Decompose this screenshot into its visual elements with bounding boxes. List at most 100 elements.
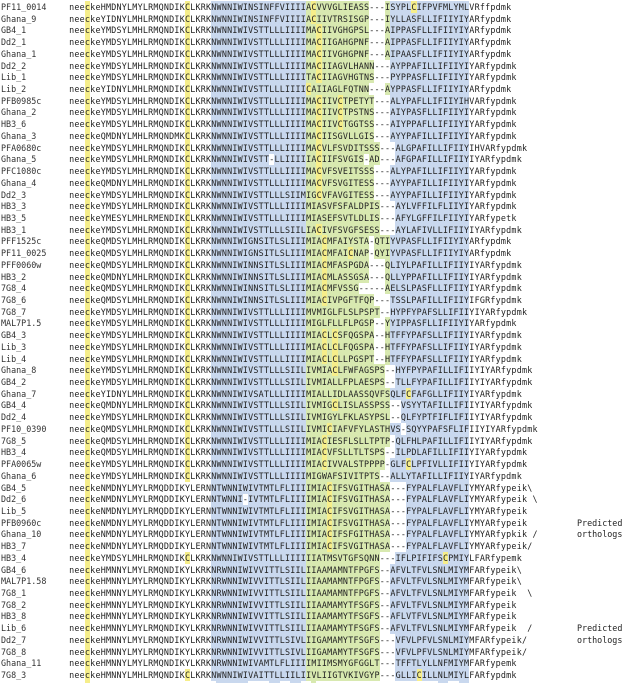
sequence-residues: neeckeYMDSYLMHLRMQNDIKCLKRKNWNNIWIVSTTLL… [69, 305, 527, 318]
sequence-name: 7G8_8 [1, 646, 27, 657]
sequence-name: HB3_4 [1, 447, 27, 458]
sequence-residues: neeckeYMDSYLMHLRMQNDIKCLKRKNWNNIWIVSTTLL… [69, 59, 517, 72]
sequence-residues: neeckeQMDSYLMHLRMQNDIKCLKRKNWNNIWIVSTTLL… [69, 434, 533, 447]
sequence-name: PFA0065w [1, 459, 42, 470]
sequence-name: Ghana_1 [1, 48, 37, 59]
sequence-residues: neeckeYMDSYLMHLRMQNDIKCLKRKNWNNIWIVSTTLL… [69, 200, 517, 213]
sequence-residues: neeckeYMDSYLMHLRMQNDIKCLKRKNWNNIWIVSTTLL… [69, 223, 522, 236]
sequence-residues: neeckeYMDSYLMHLRMQNDIKCLKRKNWNNIWIVSTTLL… [69, 36, 512, 49]
sequence-residues: neeckeYMDSYLMHLRMQNDIKCLKRKNWNNIWIVSTTLL… [69, 340, 522, 353]
ortholog-annotation: orthologs [577, 634, 623, 645]
sequence-residues: neeckeNMDNYLMYLRMQDDIKYLERNNTWNNIWIVTMTL… [69, 528, 538, 541]
ortholog-annotation: Predicted [577, 517, 623, 528]
sequence-name: PFB0960c [1, 517, 42, 528]
sequence-residues: neeckeQMDSYLMHLRMQNDIKCLKRKNWNNIWINNSITL… [69, 294, 522, 306]
sequence-name: PFB0985c [1, 95, 42, 106]
sequence-name: Dd2_4 [1, 412, 27, 423]
sequence-residues: neeckeYMDSYLMHLRMQNDIKCLKRKNWNNIWIVSTT-L… [69, 153, 522, 166]
sequence-residues: neeckeHMNNYLMYLRMQNDIKYLKRKNRWNNIWIVVITT… [69, 610, 517, 623]
sequence-residues: neeckeYMDSYLMHLRMQNDIKCLKRKNWNNIWIVSTTLL… [69, 71, 517, 84]
sequence-name: MAL7P1.5 [1, 318, 42, 329]
sequence-name: HB3_1 [1, 224, 27, 235]
sequence-name: GB4_5 [1, 482, 27, 493]
sequence-residues: neeckeYMDSYLMHLRMQNDIKCLKRKNWNNIWIVSTTLL… [69, 411, 533, 424]
sequence-residues: neeckeYMDSYLMHLRMQNDIKCLKRKNWNNIWIVSTTLL… [69, 364, 533, 377]
sequence-name: Ghana_2 [1, 107, 37, 118]
sequence-name: Dd2_6 [1, 494, 27, 505]
sequence-name: HB3_2 [1, 271, 27, 282]
sequence-name: Dd2_1 [1, 37, 27, 48]
sequence-name: PF10_0390 [1, 423, 47, 434]
sequence-name: PFA0680c [1, 142, 42, 153]
sequence-name: HB3_8 [1, 611, 27, 622]
sequence-name: Ghana_7 [1, 388, 37, 399]
sequence-name: Lib_2 [1, 84, 27, 95]
sequence-residues: neeckeYMDSYLMHLRMQNDIKCLKRKNWNNIWIVSTTLL… [69, 551, 522, 564]
sequence-residues: neeckeYMDSYLMHLRMQNDIKCLKRKNWNNIWIVSTTLL… [69, 106, 517, 119]
sequence-residues: neeckeQMDSYLMHLRMQNDIKCLKRKNWNNIWIGNSITL… [69, 235, 512, 248]
sequence-residues: neeckeNMDNYLMYLRMQDDIKYLERNNTWNNIWIVTMTL… [69, 504, 527, 517]
sequence-name: PFC1080c [1, 166, 42, 177]
sequence-name: 7G8_6 [1, 295, 27, 305]
sequence-name: 7G8_2 [1, 599, 27, 610]
sequence-name: PF11_0014 [1, 2, 47, 12]
sequence-residues: neeckeYMDSYLMHLRMQNDIKCLKRKNWNNIWIVSTTLL… [69, 118, 517, 131]
sequence-name: Ghana_10 [1, 529, 42, 540]
sequence-residues: neeckeQMDNYLMHLRMQNDIKCLKRKNWNNIWINNSITL… [69, 270, 522, 283]
sequence-name: HB3_4 [1, 552, 27, 563]
sequence-name: Dd2_3 [1, 189, 27, 200]
sequence-residues: neeckeHMDNYLMYLRMQNDIKCLKRKNWNNIWINSINFF… [69, 1, 512, 13]
ortholog-annotation: Predicted [577, 623, 623, 634]
sequence-residues: neeckeYMDSYLMHLRMQNDIKCLKRKNWNNIWIVSTTLL… [69, 188, 517, 201]
ortholog-annotation: orthologs [577, 529, 623, 540]
sequence-residues: neeckeYIDNYLMHLRMQNDIKCLKRKNWNNIWIVSATLL… [69, 387, 522, 400]
sequence-residues: neeckeHMNNYLMYLRMQNDIKYLKRKNRWNNIWIVVITT… [69, 622, 533, 635]
sequence-residues: neeckeQMDSYLMHLRMQNDIKCLKRKNWNNIWIVSTTLL… [69, 446, 527, 459]
sequence-residues: neeckeYMDSYLMHLRMQNDIKCLKRKNWNNIWIVSTTLL… [69, 165, 517, 178]
sequence-name: 7G8_4 [1, 283, 27, 294]
sequence-residues: neeckeQMDNYLMHLRMQNDMKCLKRKNWNNIWIVSTTLL… [69, 129, 517, 142]
sequence-name: Dd2_2 [1, 60, 27, 71]
sequence-residues: neeckeYMDSYLMHLRMQNDIKCLKRKNWNNIWIVSTTLL… [69, 458, 527, 471]
sequence-residues: neeckeYMDSYLMHLRMQNDIKCLKRKNWNNIWIVSTTLL… [69, 24, 512, 37]
sequence-name: Ghana_6 [1, 470, 37, 481]
sequence-name: Ghana_5 [1, 154, 37, 165]
sequence-residues: neeckeYMDSYLMHLRMQNDIKCLKRKNWNNIWIVSTTLL… [69, 47, 512, 60]
sequence-name: Lib_4 [1, 353, 27, 364]
sequence-residues: neeckeNMDNYLMYLRMQDDIKYLERNNTWNNI-IVTMTL… [69, 493, 538, 506]
sequence-residues: neeckeM..YLMHLRMQN.IK.LKRKN.WNNIWI....TL… [69, 680, 501, 683]
sequence-residues: neeckeHMNNYLMYLRMQNDIKYLKRKNRWNNIWIVVITT… [69, 645, 527, 658]
sequence-name: GB4_2 [1, 377, 27, 388]
sequence-name: Lib_1 [1, 72, 27, 83]
sequence-name: Ghana_11 [1, 658, 42, 669]
sequence-residues: neeckeYMDSYLMHLRMQNDIKCLKRKNWNNIWIVSTTLL… [69, 376, 533, 389]
sequence-residues: neeckeQMDSYLMHLRMQNDIKCLKRKNWNNIWIGNSITL… [69, 247, 512, 260]
sequence-residues: neeckeYIDNYLMHLRMQNDIKCLKRKNWNNIWIVSTTLL… [69, 83, 512, 96]
sequence-name: 7G8_5 [1, 435, 27, 446]
sequence-residues: neeckeHMNNYLMHLRMQNDIKCLKRKNWNNIWIVAITTL… [69, 669, 517, 682]
sequence-residues: neeckeQMDNYLMHLRMQNDIKCLKRKNWNNIWIVSTTLL… [69, 176, 517, 189]
sequence-residues: neeckeNMDNYLMYLRMQDDIKYLERNNTWNNIWIVTMTL… [69, 516, 527, 529]
sequence-name: PFF1525c [1, 236, 42, 247]
sequence-name: 7G8_7 [1, 306, 27, 317]
sequence-residues: neeckeYMDSYLMHLRMQNDIKCLKRKNWNNIWIVSTTLL… [69, 141, 527, 154]
sequence-residues: neeckeYMDSYLMHLRMQNDIKCLKRKNWNNIWIVSTTLL… [69, 329, 522, 342]
sequence-name: GB4_3 [1, 330, 27, 341]
sequence-name: Ghana_9 [1, 13, 37, 24]
sequence-name: 7G8_1 [1, 588, 27, 598]
sequence-name: GB4_6 [1, 564, 27, 575]
sequence-residues: neeckeYMESYLMHLRMENDIKCLKRKNWNNIWIVSTTLL… [69, 211, 517, 224]
sequence-name: Lib_5 [1, 505, 27, 516]
sequence-residues: neeckeHMNNYLMYLRMQNDIKYLKRKNRWNNIWIVVITT… [69, 633, 527, 646]
sequence-residues: neeckeYIDNYLMHLRMQNDIKCLKRKNWNNIWINSINFF… [69, 12, 512, 25]
sequence-residues: neeckeHMNNYLMYLRMQNDIKYLKRKNRWNNIWIVAMTL… [69, 657, 517, 670]
sequence-name: HB3_7 [1, 541, 27, 552]
sequence-name: MAL7P1.58 [1, 576, 47, 587]
sequence-residues: neeckeNMDNYLMYLRMQDDIKYLERNNTWNNIWIVTMTL… [69, 481, 533, 494]
sequence-residues: neeckeQMDSYLMHLRMQNDIKCLKRKNWNNIWINNSITL… [69, 258, 522, 271]
sequence-residues: neeckeYMDSYLMHLRMQNDIKCLKRKNWNNIWIVSTTLL… [69, 352, 522, 365]
sequence-name: Lib_3 [1, 341, 27, 352]
sequence-name: GB4_1 [1, 25, 27, 36]
sequence-name: Ghana_8 [1, 365, 37, 376]
